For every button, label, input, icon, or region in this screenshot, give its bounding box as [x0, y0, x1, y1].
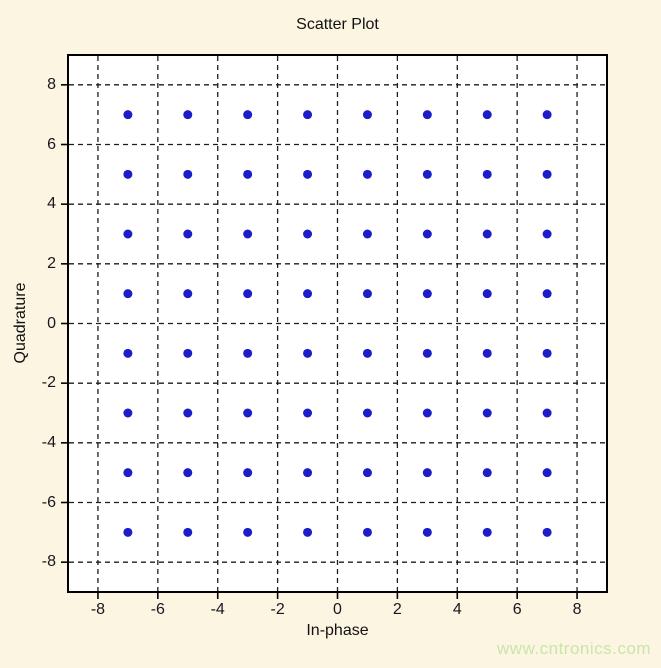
constellation-point	[422, 289, 432, 299]
constellation-point	[362, 289, 372, 299]
constellation-point	[303, 169, 313, 179]
constellation-point	[422, 229, 432, 239]
constellation-point	[183, 169, 193, 179]
y-tick-label: 0	[47, 314, 56, 332]
constellation-point	[542, 408, 552, 418]
constellation-point	[542, 348, 552, 358]
constellation-point	[482, 169, 492, 179]
constellation-point	[542, 110, 552, 120]
constellation-point	[362, 229, 372, 239]
constellation-point	[123, 527, 133, 537]
constellation-point	[243, 527, 253, 537]
constellation-point	[123, 348, 133, 358]
y-tick-label: -8	[41, 553, 56, 571]
constellation-point	[542, 289, 552, 299]
constellation-point	[243, 408, 253, 418]
constellation-point	[243, 110, 253, 120]
constellation-point	[123, 408, 133, 418]
constellation-point	[362, 527, 372, 537]
constellation-point	[362, 110, 372, 120]
x-tick-label: -6	[150, 601, 165, 618]
constellation-point	[303, 110, 313, 120]
constellation-point	[362, 348, 372, 358]
constellation-point	[303, 229, 313, 239]
watermark-text: www.cntronics.com	[497, 639, 651, 658]
constellation-point	[482, 229, 492, 239]
constellation-point	[422, 169, 432, 179]
y-tick-label: 2	[47, 254, 56, 272]
constellation-point	[422, 527, 432, 537]
constellation-point	[243, 468, 253, 478]
constellation-point	[422, 110, 432, 120]
constellation-point	[243, 348, 253, 358]
constellation-point	[303, 408, 313, 418]
x-tick-label: -4	[210, 601, 225, 618]
constellation-point	[362, 408, 372, 418]
constellation-point	[303, 348, 313, 358]
constellation-point	[183, 468, 193, 478]
x-tick-label: 0	[333, 601, 342, 618]
x-tick-label: 8	[572, 601, 582, 618]
constellation-point	[362, 468, 372, 478]
constellation-point	[243, 229, 253, 239]
constellation-point	[482, 289, 492, 299]
constellation-point	[183, 110, 193, 120]
y-tick-label: -6	[41, 493, 56, 511]
constellation-point	[303, 289, 313, 299]
x-tick-label: -8	[90, 601, 106, 618]
constellation-point	[362, 169, 372, 179]
x-tick-label: 4	[452, 601, 462, 618]
constellation-point	[243, 169, 253, 179]
constellation-point	[542, 169, 552, 179]
constellation-point	[542, 229, 552, 239]
constellation-point	[123, 110, 133, 120]
constellation-point	[482, 468, 492, 478]
constellation-point	[482, 110, 492, 120]
constellation-point	[123, 169, 133, 179]
constellation-point	[422, 348, 432, 358]
constellation-point	[183, 289, 193, 299]
constellation-point	[542, 468, 552, 478]
y-tick-label: 8	[47, 75, 56, 93]
constellation-point	[542, 527, 552, 537]
y-axis-label: Quadrature	[12, 282, 29, 364]
y-tick-label: -4	[41, 433, 56, 451]
x-tick-label: 2	[392, 601, 402, 618]
y-tick-label: 6	[47, 135, 56, 153]
constellation-point	[123, 289, 133, 299]
constellation-point	[303, 527, 313, 537]
constellation-point	[422, 468, 432, 478]
constellation-point	[243, 289, 253, 299]
x-tick-label: 6	[512, 601, 522, 618]
constellation-point	[482, 348, 492, 358]
y-tick-label: -2	[41, 374, 56, 392]
constellation-point	[482, 408, 492, 418]
chart-title: Scatter Plot	[296, 16, 379, 33]
constellation-point	[123, 229, 133, 239]
x-tick-label: -2	[270, 601, 285, 618]
constellation-point	[482, 527, 492, 537]
constellation-point	[183, 408, 193, 418]
x-axis-label: In-phase	[306, 622, 369, 639]
y-tick-label: 4	[47, 195, 56, 213]
constellation-point	[303, 468, 313, 478]
constellation-point	[183, 527, 193, 537]
constellation-point	[422, 408, 432, 418]
constellation-point	[123, 468, 133, 478]
constellation-point	[183, 348, 193, 358]
constellation-point	[183, 229, 193, 239]
